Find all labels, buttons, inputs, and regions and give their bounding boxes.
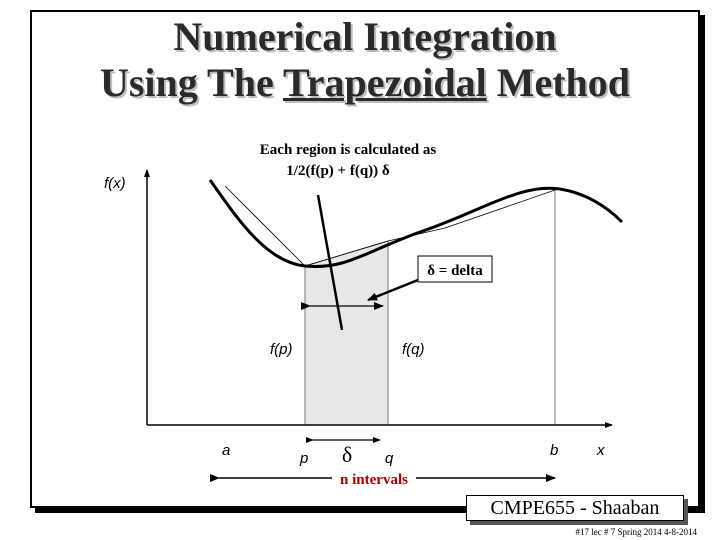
fp-label: f(p) <box>270 341 293 358</box>
q-label: q <box>385 450 394 467</box>
fq-label: f(q) <box>402 341 425 358</box>
n-intervals-label: n intervals <box>340 472 408 488</box>
delta-span-label: δ <box>342 442 352 467</box>
a-label: a <box>222 442 230 459</box>
caption-line-2: 1/2(f(p) + f(q)) δ <box>286 163 390 179</box>
title-line-2-suffix: Method <box>486 60 631 105</box>
slide-title: Numerical Integration Using The Trapezoi… <box>0 14 720 106</box>
caption-line-1: Each region is calculated as <box>260 142 437 158</box>
slide-footer-info: #17 lec # 7 Spring 2014 4-8-2014 <box>575 527 698 537</box>
function-curve <box>208 179 624 269</box>
title-line-2-prefix: Using The <box>99 60 283 105</box>
b-label: b <box>550 442 558 459</box>
delta-box-text: δ = delta <box>427 263 483 279</box>
slide-frame <box>30 10 700 508</box>
n-intervals-label-bg <box>332 469 416 487</box>
p-label: p <box>299 450 308 467</box>
title-line-1: Numerical Integration <box>173 14 557 59</box>
title-line-2: Using The Trapezoidal Method <box>0 60 720 106</box>
fx-label: f(x) <box>104 175 126 192</box>
trapezoid-region <box>304 240 389 426</box>
delta-box <box>417 255 493 283</box>
x-axis-label: x <box>596 442 605 459</box>
title-underlined-word: Trapezoidal <box>283 60 487 105</box>
trapezoid-chords <box>224 185 556 267</box>
course-badge-label: CMPE655 - Shaaban <box>466 495 684 521</box>
course-badge: CMPE655 - Shaaban <box>466 495 690 525</box>
